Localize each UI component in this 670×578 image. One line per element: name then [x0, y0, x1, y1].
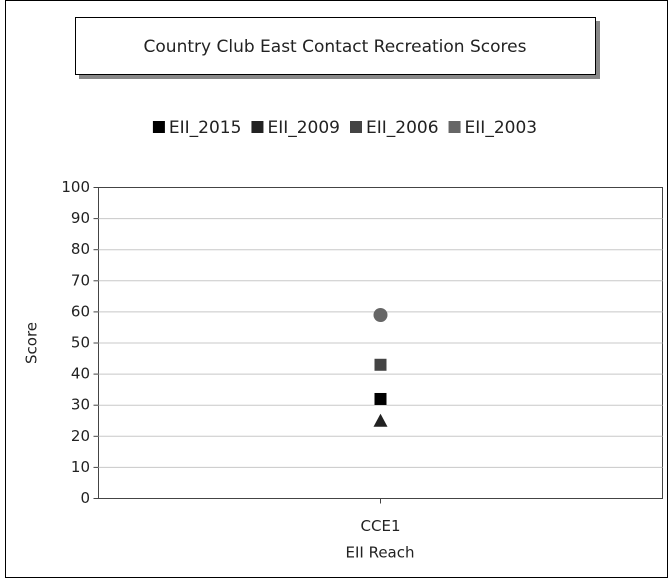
legend-label: EII_2003	[465, 118, 538, 138]
y-tick-label: 70	[71, 271, 90, 289]
title-box	[75, 17, 596, 75]
y-tick-label: 40	[71, 365, 90, 383]
legend: EII_2015 EII_2009 EII_2006 EII_2003	[152, 118, 538, 138]
y-tick-label: 30	[71, 396, 90, 414]
chart-title: Country Club East Contact Recreation Sco…	[144, 37, 527, 57]
y-tick-label: 60	[71, 302, 90, 320]
y-tick-label: 0	[80, 489, 90, 507]
y-tick-label: 50	[71, 334, 90, 352]
legend-label: EII_2006	[366, 118, 439, 138]
y-tick-label: 20	[71, 427, 90, 445]
legend-label: EII_2015	[169, 118, 242, 138]
legend-swatch	[350, 121, 362, 133]
y-tick-label: 90	[71, 209, 90, 227]
point	[374, 358, 387, 371]
y-tick-label: 80	[71, 240, 90, 258]
y-tick-label: 10	[71, 458, 90, 476]
point	[373, 413, 388, 427]
point	[374, 392, 387, 405]
legend-swatch	[251, 121, 264, 133]
x-axis-label: EII Reach	[345, 544, 414, 562]
point	[373, 308, 388, 323]
x-tick-label: CCE1	[361, 517, 401, 535]
legend-label: EII_2009	[267, 118, 340, 138]
y-axis-label: Score	[23, 322, 41, 364]
y-tick-label: 100	[61, 178, 90, 196]
legend-swatch	[152, 121, 165, 133]
legend-swatch	[448, 121, 461, 133]
